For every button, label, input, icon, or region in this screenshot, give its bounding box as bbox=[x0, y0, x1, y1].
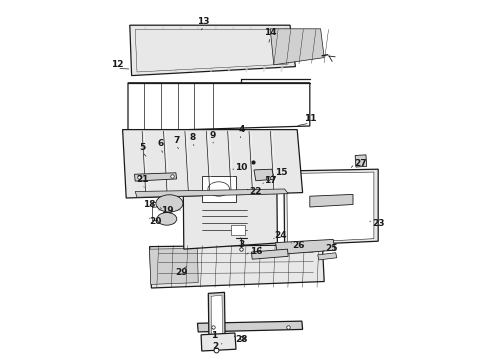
Polygon shape bbox=[176, 27, 181, 72]
Polygon shape bbox=[197, 321, 303, 332]
Text: 29: 29 bbox=[176, 269, 188, 277]
Text: 18: 18 bbox=[144, 200, 156, 209]
Polygon shape bbox=[284, 169, 378, 246]
Text: 13: 13 bbox=[197, 17, 210, 26]
Polygon shape bbox=[135, 189, 288, 197]
Text: 22: 22 bbox=[249, 187, 262, 196]
Polygon shape bbox=[264, 27, 269, 72]
Text: 19: 19 bbox=[161, 206, 174, 215]
Text: 11: 11 bbox=[303, 114, 316, 123]
Polygon shape bbox=[208, 292, 225, 345]
Polygon shape bbox=[193, 27, 198, 72]
Text: 8: 8 bbox=[190, 133, 196, 142]
Text: 25: 25 bbox=[325, 244, 338, 253]
Polygon shape bbox=[275, 239, 335, 255]
Polygon shape bbox=[211, 27, 216, 72]
Polygon shape bbox=[158, 27, 164, 72]
Text: 2: 2 bbox=[212, 342, 219, 351]
Polygon shape bbox=[355, 155, 367, 167]
Polygon shape bbox=[270, 29, 324, 65]
Polygon shape bbox=[251, 249, 288, 259]
Text: 1: 1 bbox=[211, 331, 218, 340]
Text: 21: 21 bbox=[136, 175, 148, 184]
Ellipse shape bbox=[156, 195, 183, 212]
Polygon shape bbox=[201, 333, 236, 351]
Polygon shape bbox=[149, 248, 198, 284]
Polygon shape bbox=[287, 172, 374, 243]
Polygon shape bbox=[318, 253, 337, 260]
Ellipse shape bbox=[208, 182, 229, 196]
Polygon shape bbox=[183, 166, 277, 249]
Text: 3: 3 bbox=[238, 240, 245, 249]
Text: 23: 23 bbox=[372, 219, 385, 228]
Text: 12: 12 bbox=[111, 60, 123, 69]
Polygon shape bbox=[149, 245, 324, 288]
Bar bbox=[231, 225, 245, 235]
Polygon shape bbox=[130, 25, 295, 76]
Text: 15: 15 bbox=[275, 168, 287, 177]
Text: 26: 26 bbox=[292, 241, 304, 250]
Text: 7: 7 bbox=[173, 136, 180, 145]
Text: 28: 28 bbox=[235, 335, 247, 343]
Bar bbox=[202, 176, 236, 202]
Polygon shape bbox=[141, 27, 146, 72]
Text: 27: 27 bbox=[354, 159, 367, 168]
Polygon shape bbox=[135, 30, 288, 72]
Text: 14: 14 bbox=[264, 28, 276, 37]
Text: 6: 6 bbox=[157, 139, 164, 148]
Polygon shape bbox=[211, 295, 222, 342]
Text: 17: 17 bbox=[264, 176, 276, 185]
Polygon shape bbox=[228, 27, 234, 72]
Polygon shape bbox=[310, 194, 353, 207]
Text: 16: 16 bbox=[249, 247, 262, 256]
Text: 20: 20 bbox=[149, 217, 161, 226]
Text: 9: 9 bbox=[209, 130, 216, 139]
Polygon shape bbox=[246, 27, 251, 72]
Ellipse shape bbox=[157, 212, 177, 225]
Text: 24: 24 bbox=[275, 231, 287, 240]
Polygon shape bbox=[122, 130, 303, 198]
Text: 5: 5 bbox=[139, 143, 146, 152]
Text: 4: 4 bbox=[238, 125, 245, 134]
Polygon shape bbox=[254, 169, 274, 181]
Polygon shape bbox=[128, 83, 310, 131]
Polygon shape bbox=[134, 173, 176, 181]
Text: 10: 10 bbox=[235, 163, 247, 172]
Polygon shape bbox=[281, 27, 286, 72]
